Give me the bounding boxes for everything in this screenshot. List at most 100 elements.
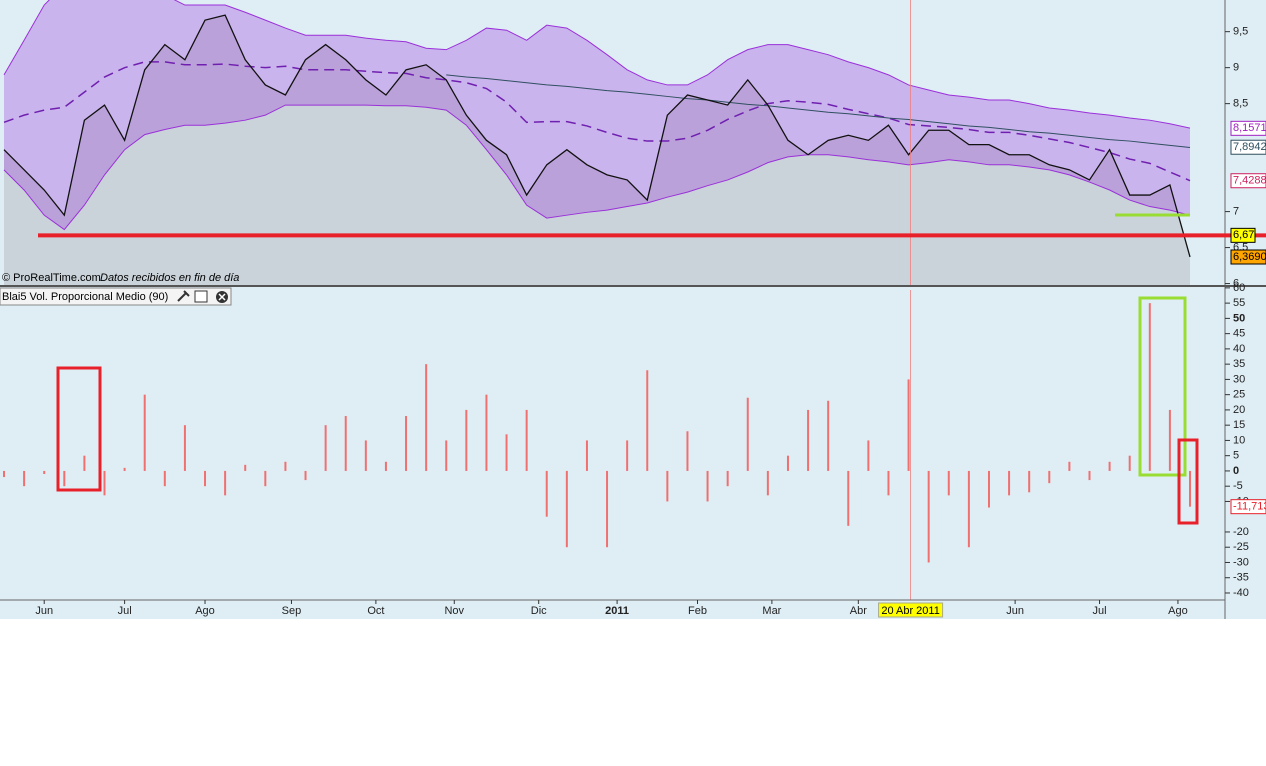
bar	[103, 470, 106, 496]
x-tick-label: Oct	[367, 605, 384, 617]
x-tick-label: Nov	[444, 605, 464, 617]
y-tick-label: -20	[1233, 526, 1249, 538]
bar	[646, 370, 649, 471]
y-tick-label: 55	[1233, 297, 1245, 309]
bar	[485, 394, 488, 471]
y-tick-label: 40	[1233, 343, 1245, 355]
window-icon[interactable]	[194, 290, 208, 303]
cursor-label: 20 Abr 2011	[881, 605, 940, 617]
x-tick-label: Jul	[1093, 605, 1107, 617]
bar	[626, 440, 629, 471]
y-tick-label: 25	[1233, 389, 1245, 401]
band-middle	[3, 61, 1191, 182]
price-area	[4, 15, 1190, 285]
bar	[545, 470, 548, 517]
bar	[1168, 409, 1171, 471]
y-tick-label: -35	[1233, 572, 1249, 584]
bar	[123, 467, 126, 471]
bar	[364, 440, 367, 471]
bar	[505, 434, 508, 471]
bar	[405, 416, 408, 471]
y-tick-label: 0	[1233, 465, 1239, 477]
x-tick-label: Sep	[282, 605, 302, 617]
y-tick-label: 5	[1233, 450, 1239, 462]
y-tick-label: 10	[1233, 434, 1245, 446]
y-tick-label: -5	[1233, 480, 1243, 492]
y-tick-label: 35	[1233, 358, 1245, 370]
x-tick-label: Jul	[118, 605, 132, 617]
bar	[3, 470, 5, 478]
bar	[1008, 470, 1011, 496]
y-tick-label: 45	[1233, 328, 1245, 340]
value-box-label: -11,713	[1233, 501, 1266, 513]
bar	[204, 470, 207, 487]
x-tick-label: Jun	[1006, 605, 1024, 617]
bar	[1148, 303, 1151, 471]
value-box-label: 8,1571	[1233, 122, 1266, 134]
y-tick-label: 20	[1233, 404, 1245, 416]
bar	[324, 425, 327, 471]
settings-icon[interactable]	[177, 290, 190, 302]
bar	[1088, 470, 1091, 481]
bar	[746, 397, 749, 471]
bar	[1108, 461, 1111, 471]
close-cross	[218, 293, 226, 301]
bar	[304, 470, 307, 481]
bar	[1189, 470, 1191, 507]
y-tick-label: 9	[1233, 62, 1239, 74]
bar	[224, 470, 227, 496]
value-box-label: 6,67	[1233, 229, 1254, 241]
y-tick-label: -30	[1233, 556, 1249, 568]
bar	[284, 461, 287, 471]
price-panel	[3, 0, 1191, 285]
bar	[264, 470, 267, 487]
bar	[244, 464, 247, 471]
bar	[867, 440, 870, 471]
annotation-box	[1138, 296, 1187, 477]
bar	[807, 409, 810, 471]
value-box-label: 7,4288	[1233, 175, 1266, 187]
bar	[43, 470, 46, 474]
y-tick-label: -40	[1233, 587, 1249, 599]
indicator-header	[0, 287, 232, 306]
bar	[927, 470, 930, 563]
bar	[907, 379, 910, 471]
bar	[987, 470, 990, 508]
cursor-box	[878, 602, 944, 618]
y-tick-label: 15	[1233, 419, 1245, 431]
y-tick-label: 60	[1233, 282, 1245, 294]
indicator-title: Blai5 Vol. Proporcional Medio (90)	[2, 291, 168, 303]
band-area	[4, 0, 1190, 230]
annotation-box	[1177, 438, 1199, 525]
bar	[967, 470, 970, 548]
bar	[465, 409, 468, 471]
bar	[1028, 470, 1031, 493]
bar	[686, 431, 689, 471]
bar	[384, 461, 387, 471]
bar	[63, 470, 66, 487]
bar	[585, 440, 588, 471]
value-box	[1230, 227, 1256, 243]
y-tick-label: 6	[1233, 277, 1239, 289]
y-tick-label: 8,5	[1233, 98, 1248, 110]
x-tick-label: Ago	[1168, 605, 1188, 617]
x-tick-label: Feb	[688, 605, 707, 617]
value-box	[1230, 120, 1266, 136]
x-tick-label: Jun	[35, 605, 53, 617]
bar	[827, 400, 830, 471]
bar	[525, 409, 528, 471]
bar	[183, 425, 186, 471]
bar	[1068, 461, 1071, 471]
note: Datos recibidos en fin de día	[100, 272, 239, 284]
bar	[1128, 455, 1131, 471]
band-lower	[3, 104, 1191, 231]
bar	[786, 455, 789, 471]
bar	[726, 470, 729, 487]
bar	[83, 455, 86, 471]
value-box-label: 6,3690	[1233, 251, 1266, 263]
band-upper	[3, 0, 1191, 129]
value-box	[1230, 499, 1266, 515]
bar	[425, 364, 428, 471]
